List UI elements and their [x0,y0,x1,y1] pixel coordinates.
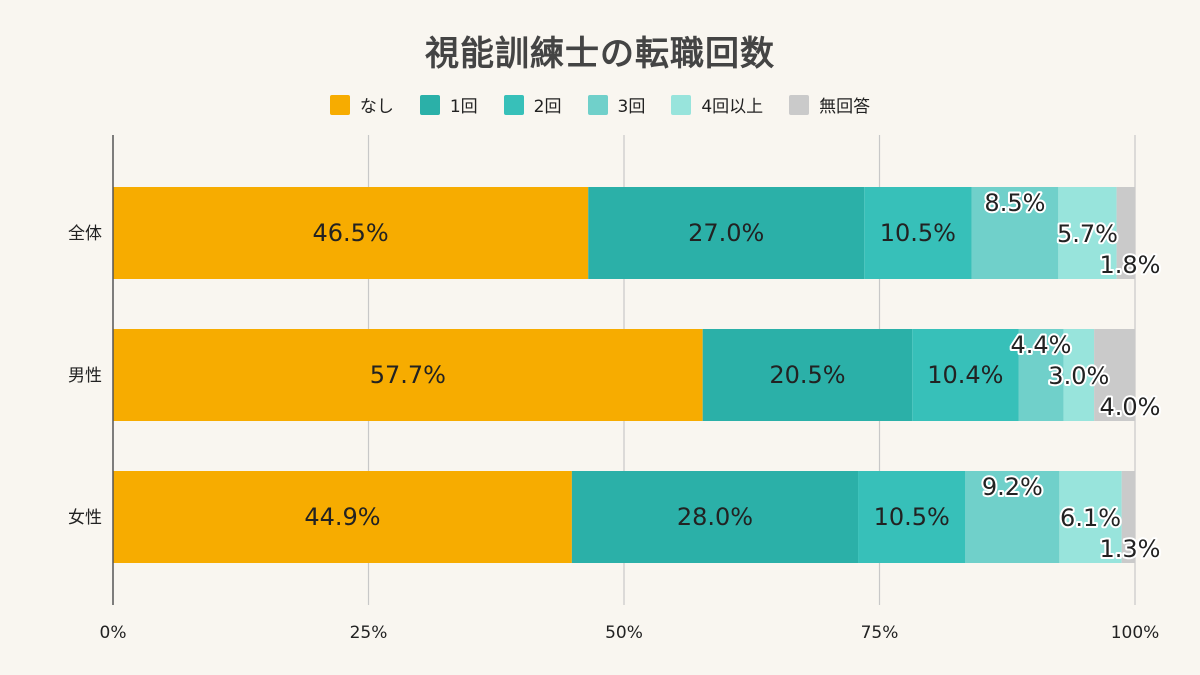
bar-segment [113,329,703,421]
chart-title: 視能訓練士の転職回数 [425,34,775,74]
legend-label: 4回以上 [701,97,764,117]
x-tick-label: 50% [605,623,643,643]
data-label: 46.5% [312,219,388,247]
bar-segment [1058,187,1117,279]
bar-segment [588,187,865,279]
bar-segment [912,329,1019,421]
bar-segment [702,329,913,421]
data-label: 5.7% [1057,220,1118,248]
data-label: 9.2% [982,473,1043,501]
data-label: 4.4% [1010,331,1071,359]
legend-swatch [587,94,608,115]
legend-label: なし [359,97,394,117]
legend-item: 2回 [503,92,562,117]
legend-swatch [671,94,692,115]
data-label: 10.5% [880,219,956,247]
data-label: 8.5% [984,189,1045,217]
data-label: 57.7% [370,361,446,389]
data-label: 44.9% [304,503,380,531]
legend-swatch [789,94,810,115]
legend-swatch [419,94,440,115]
legend-label: 無回答 [819,97,871,117]
legend-item: 3回 [587,92,646,117]
bar-segment [864,187,972,279]
bar-segment [571,471,859,563]
x-tick-label: 0% [100,623,127,643]
legend-swatch [329,94,350,115]
category-label: 男性 [68,366,102,386]
legend-item: なし [329,92,394,117]
bar-segment [1018,329,1064,421]
bar-segment [971,187,1059,279]
legend-label: 3回 [617,97,646,117]
bar-segment [1059,471,1122,563]
data-label: 28.0% [677,503,753,531]
legend-label: 1回 [449,97,478,117]
data-label: 4.0% [1100,393,1161,421]
legend-item: 1回 [419,92,478,117]
x-tick-label: 75% [861,623,899,643]
data-label: 1.3% [1100,535,1161,563]
category-label: 女性 [68,508,102,528]
data-label: 1.8% [1100,251,1161,279]
bar-segment [1094,329,1135,421]
bar-segment [858,471,966,563]
data-label: 3.0% [1048,362,1109,390]
data-label: 27.0% [688,219,764,247]
bar-segment [965,471,1060,563]
legend-swatch [503,94,524,115]
data-label: 10.5% [874,503,950,531]
bar-segment [1116,187,1135,279]
data-label: 20.5% [769,361,845,389]
category-label: 全体 [68,224,102,244]
legend-item: 無回答 [789,92,870,117]
data-label: 6.1% [1060,504,1121,532]
legend: なし 1回 2回 3回 4回以上 無回答 [0,92,1200,117]
legend-label: 2回 [533,97,562,117]
bar-segment [1121,471,1135,563]
legend-item: 4回以上 [671,92,763,117]
x-tick-label: 25% [350,623,388,643]
bar-segment [113,187,589,279]
x-tick-label: 100% [1111,623,1160,643]
bar-segment [1063,329,1095,421]
data-label: 10.4% [927,361,1003,389]
bar-segment [113,471,572,563]
